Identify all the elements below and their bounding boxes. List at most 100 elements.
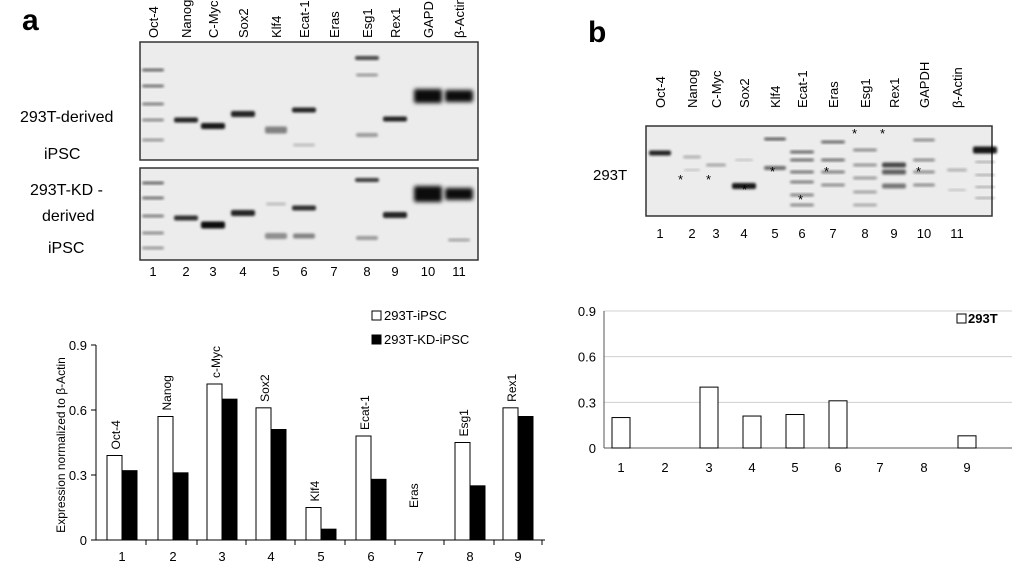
legend-swatch (371, 334, 382, 345)
bar-293T-KD-iPSC (517, 416, 534, 541)
gel-lane-number: 9 (391, 264, 398, 279)
x-tick-label: 7 (416, 549, 423, 564)
gel-band (142, 214, 164, 218)
gel-band (975, 161, 995, 163)
gel-band (913, 138, 935, 142)
bar-293T-iPSC (502, 407, 519, 541)
gel-band (448, 238, 470, 242)
gel-band (174, 215, 198, 221)
gel-lane-label: Ecat-1 (795, 70, 810, 108)
gel-band (383, 212, 407, 218)
gel-band (790, 193, 814, 197)
gel-band (913, 158, 935, 162)
bar-label: Oct-4 (109, 420, 123, 450)
gel-lane-label: Eras (826, 81, 841, 108)
x-tick-label: 7 (876, 460, 883, 475)
panel-a-letter: a (22, 4, 39, 37)
gel-band (293, 233, 315, 239)
gel-lane-number: 10 (917, 226, 931, 241)
asterisk: * (770, 164, 775, 179)
y-tick-label: 0.3 (69, 468, 87, 483)
gel-lane-number: 7 (330, 264, 337, 279)
gel-lane-number: 6 (798, 226, 805, 241)
gel-band (790, 150, 814, 154)
gel-lane-label: Oct-4 (653, 76, 668, 108)
asterisk: * (678, 172, 683, 187)
gel-band (383, 116, 407, 122)
bar-label: Rex1 (505, 373, 519, 401)
x-tick-label: 8 (466, 549, 473, 564)
gel-band (649, 150, 671, 156)
x-tick-label: 1 (118, 549, 125, 564)
gel-band (853, 190, 877, 194)
gel-lane-label: Rex1 (388, 8, 403, 38)
gel-lane-label: Rex1 (887, 78, 902, 108)
gel-band (706, 163, 726, 167)
gel-lane-number: 3 (209, 264, 216, 279)
asterisk: * (916, 164, 921, 179)
legend-swatch (371, 310, 382, 321)
bar-label: Klf4 (308, 480, 322, 501)
gel-lane-number: 8 (861, 226, 868, 241)
gel-lane-number: 4 (239, 264, 246, 279)
gel-band (947, 168, 967, 172)
gel-band (142, 246, 164, 250)
panel-a-gel-lane-labels: Oct-4 Nanog C-Myc Sox2 Klf4 Ecat-1 Eras Esg1 Rex… (146, 0, 467, 38)
x-tick-label: 9 (963, 460, 970, 475)
gel-lane-number: 7 (829, 226, 836, 241)
gel-band (356, 236, 378, 240)
gel-band (683, 155, 701, 159)
panel-b-lane-numbers: 1 2 3 4 5 6 7 8 9 10 11 (656, 226, 963, 241)
panel-a-gel-bottom-label-line2: derived (42, 208, 94, 225)
gel-band (882, 169, 906, 175)
x-tick-label: 6 (367, 549, 374, 564)
panel-a-gel-top-label-line1: 293T-derived (20, 109, 113, 126)
gel-band (445, 188, 473, 200)
gel-band (142, 118, 164, 122)
x-tick-label: 9 (514, 549, 521, 564)
gel-lane-label: Esg1 (858, 78, 873, 108)
gel-band (174, 117, 198, 123)
y-tick-label: 0 (589, 441, 596, 456)
panel-b-letter: b (588, 16, 606, 49)
y-tick-label: 0.3 (578, 395, 596, 410)
gel-band (142, 84, 164, 88)
gel-band (821, 140, 845, 144)
gel-band (764, 137, 786, 141)
bar-293T-KD-iPSC (469, 485, 486, 541)
gel-band (265, 126, 287, 134)
gel-lane-label: β-Actin (950, 67, 965, 108)
gel-lane-label: Eras (327, 11, 342, 38)
bar-293T (957, 435, 977, 449)
gel-band (445, 90, 473, 102)
gel-lane-number: 2 (688, 226, 695, 241)
gel-band (973, 146, 997, 154)
bar-label: Ecat-1 (358, 395, 372, 430)
y-tick-label: 0.9 (578, 304, 596, 319)
gel-band (201, 123, 225, 129)
y-tick-label: 0.6 (69, 403, 87, 418)
gel-band (790, 203, 814, 207)
gel-band (948, 189, 966, 191)
gel-band (142, 231, 164, 235)
bar-293T (742, 415, 762, 449)
gel-band (293, 143, 315, 147)
bar-293T-iPSC (305, 507, 322, 541)
gel-band (790, 158, 814, 162)
gel-band (975, 186, 995, 188)
gel-lane-label: Ecat-1 (297, 0, 312, 38)
bar-293T (611, 417, 631, 449)
gel-band (853, 203, 877, 207)
gel-band (355, 56, 379, 60)
gel-lane-number: 5 (272, 264, 279, 279)
gel-band (975, 197, 995, 199)
gel-band (975, 174, 995, 176)
gel-band (735, 159, 753, 161)
gel-band (356, 73, 378, 77)
gel-band (355, 178, 379, 182)
bar-293T-KD-iPSC (370, 478, 387, 541)
legend-label: 293T-iPSC (384, 308, 447, 323)
gel-band (882, 162, 906, 168)
gel-lane-label: C-Myc (709, 70, 724, 108)
gel-band (913, 183, 935, 187)
